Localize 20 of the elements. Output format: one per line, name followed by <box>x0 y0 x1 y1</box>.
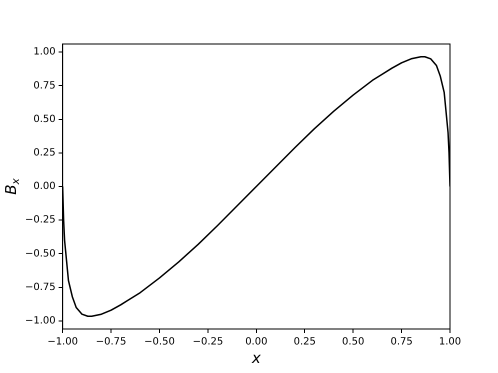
x-tick-label: 0.25 <box>294 336 316 348</box>
y-tick-label: 0.25 <box>33 147 56 158</box>
x-tick-label: 0.75 <box>390 336 413 348</box>
y-tick-label: −0.75 <box>24 282 56 293</box>
y-tick-label: −0.50 <box>24 248 56 260</box>
x-tick-label: 0.50 <box>342 336 364 348</box>
y-axis-title: Bx <box>2 177 22 195</box>
y-tick-label: 0.50 <box>33 114 56 125</box>
x-tick-label: −1.00 <box>47 336 78 348</box>
y-tick-label: 1.00 <box>33 46 56 58</box>
x-tick-label: −0.75 <box>96 336 126 348</box>
y-tick-label: 0.75 <box>33 80 56 92</box>
x-axis-title: x <box>250 348 261 367</box>
y-tick-label: −0.25 <box>24 214 56 226</box>
y-tick-label: 0.00 <box>33 181 56 192</box>
x-tick-label: −0.50 <box>144 336 175 348</box>
x-tick-label: −0.25 <box>192 336 224 348</box>
x-tick-label: 0.00 <box>245 336 268 348</box>
y-tick-label: −1.00 <box>24 316 56 327</box>
x-tick-label: 1.00 <box>438 336 462 348</box>
